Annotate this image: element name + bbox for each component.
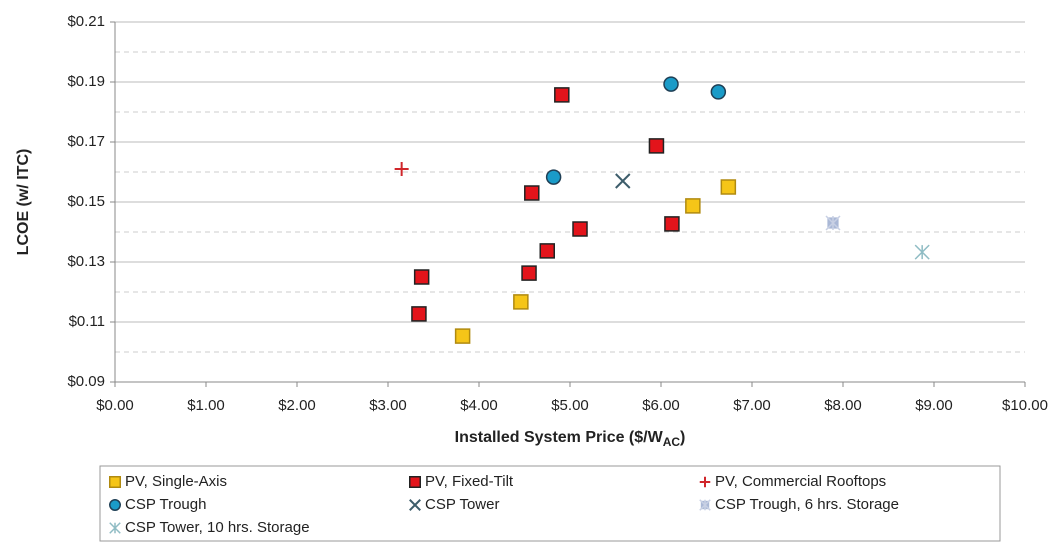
legend-marker xyxy=(109,476,121,488)
marker-part xyxy=(710,84,727,100)
marker-part xyxy=(572,221,588,237)
marker-part xyxy=(411,306,427,322)
marker-part xyxy=(663,76,679,92)
marker-part xyxy=(539,243,555,259)
marker-part xyxy=(685,198,701,214)
marker xyxy=(664,216,680,232)
marker xyxy=(648,138,665,154)
marker-part xyxy=(825,215,841,231)
y-tick-label: $0.09 xyxy=(67,373,105,390)
legend-marker xyxy=(109,522,121,534)
marker-part xyxy=(648,138,665,154)
x-axis-title-suffix: ) xyxy=(680,429,685,446)
legend-marker xyxy=(409,499,421,511)
marker xyxy=(545,169,562,185)
marker xyxy=(685,198,701,214)
legend-label: PV, Fixed-Tilt xyxy=(425,473,514,490)
x-tick-label: $6.00 xyxy=(642,397,680,414)
x-tick-label: $10.00 xyxy=(1002,397,1048,414)
x-axis-title-text: Installed System Price ($/W xyxy=(455,429,664,446)
marker-part xyxy=(914,244,930,260)
marker-part xyxy=(720,179,737,195)
legend-label: PV, Single-Axis xyxy=(125,473,227,490)
marker-part xyxy=(409,499,421,511)
marker xyxy=(539,243,555,259)
marker-part xyxy=(699,499,711,511)
marker-part xyxy=(454,328,471,344)
legend-marker xyxy=(109,499,121,511)
marker xyxy=(720,179,737,195)
marker xyxy=(524,185,540,201)
x-tick-label: $5.00 xyxy=(551,397,589,414)
legend-marker xyxy=(699,476,711,488)
marker-part xyxy=(109,499,121,511)
x-tick-label: $9.00 xyxy=(915,397,953,414)
marker xyxy=(513,294,529,310)
marker-part xyxy=(664,216,680,232)
marker xyxy=(413,269,430,285)
marker xyxy=(521,265,537,281)
y-tick-label: $0.11 xyxy=(69,313,105,330)
marker-part xyxy=(521,265,537,281)
y-axis-title: LCOE (w/ ITC) xyxy=(15,149,32,256)
legend-marker xyxy=(699,499,711,511)
marker xyxy=(825,215,841,231)
legend-label: CSP Tower xyxy=(425,496,499,513)
legend-marker xyxy=(409,476,421,488)
marker-part xyxy=(615,173,631,189)
marker xyxy=(663,76,679,92)
marker-part xyxy=(699,476,711,488)
y-tick-label: $0.13 xyxy=(67,253,105,270)
marker-part xyxy=(409,476,421,488)
marker xyxy=(710,84,727,100)
marker-part xyxy=(554,87,570,103)
y-tick-label: $0.15 xyxy=(67,193,105,210)
marker xyxy=(914,244,930,260)
marker xyxy=(572,221,588,237)
marker-part xyxy=(109,476,121,488)
x-tick-label: $4.00 xyxy=(460,397,498,414)
marker-part xyxy=(545,169,562,185)
marker xyxy=(394,162,409,176)
marker xyxy=(411,306,427,322)
y-tick-label: $0.19 xyxy=(67,73,105,90)
x-axis-title-subscript: AC xyxy=(663,435,681,449)
x-tick-label: $1.00 xyxy=(187,397,225,414)
x-tick-label: $7.00 xyxy=(733,397,771,414)
marker xyxy=(615,173,631,189)
y-tick-label: $0.17 xyxy=(67,133,105,150)
x-tick-label: $8.00 xyxy=(824,397,862,414)
legend-box xyxy=(99,465,1001,542)
y-tick-label: $0.21 xyxy=(67,13,105,30)
marker-part xyxy=(109,522,121,534)
marker-part xyxy=(513,294,529,310)
x-axis-title: Installed System Price ($/WAC) xyxy=(455,429,686,449)
marker xyxy=(554,87,570,103)
x-tick-label: $3.00 xyxy=(369,397,407,414)
legend-label: CSP Trough, 6 hrs. Storage xyxy=(715,496,899,513)
legend-label: CSP Trough xyxy=(125,496,206,513)
marker-part xyxy=(524,185,540,201)
x-tick-label: $2.00 xyxy=(278,397,316,414)
x-tick-label: $0.00 xyxy=(96,397,134,414)
marker-part xyxy=(413,269,430,285)
marker-part xyxy=(394,162,409,176)
marker xyxy=(454,328,471,344)
legend-label: PV, Commercial Rooftops xyxy=(715,473,886,490)
legend-label: CSP Tower, 10 hrs. Storage xyxy=(125,519,310,536)
